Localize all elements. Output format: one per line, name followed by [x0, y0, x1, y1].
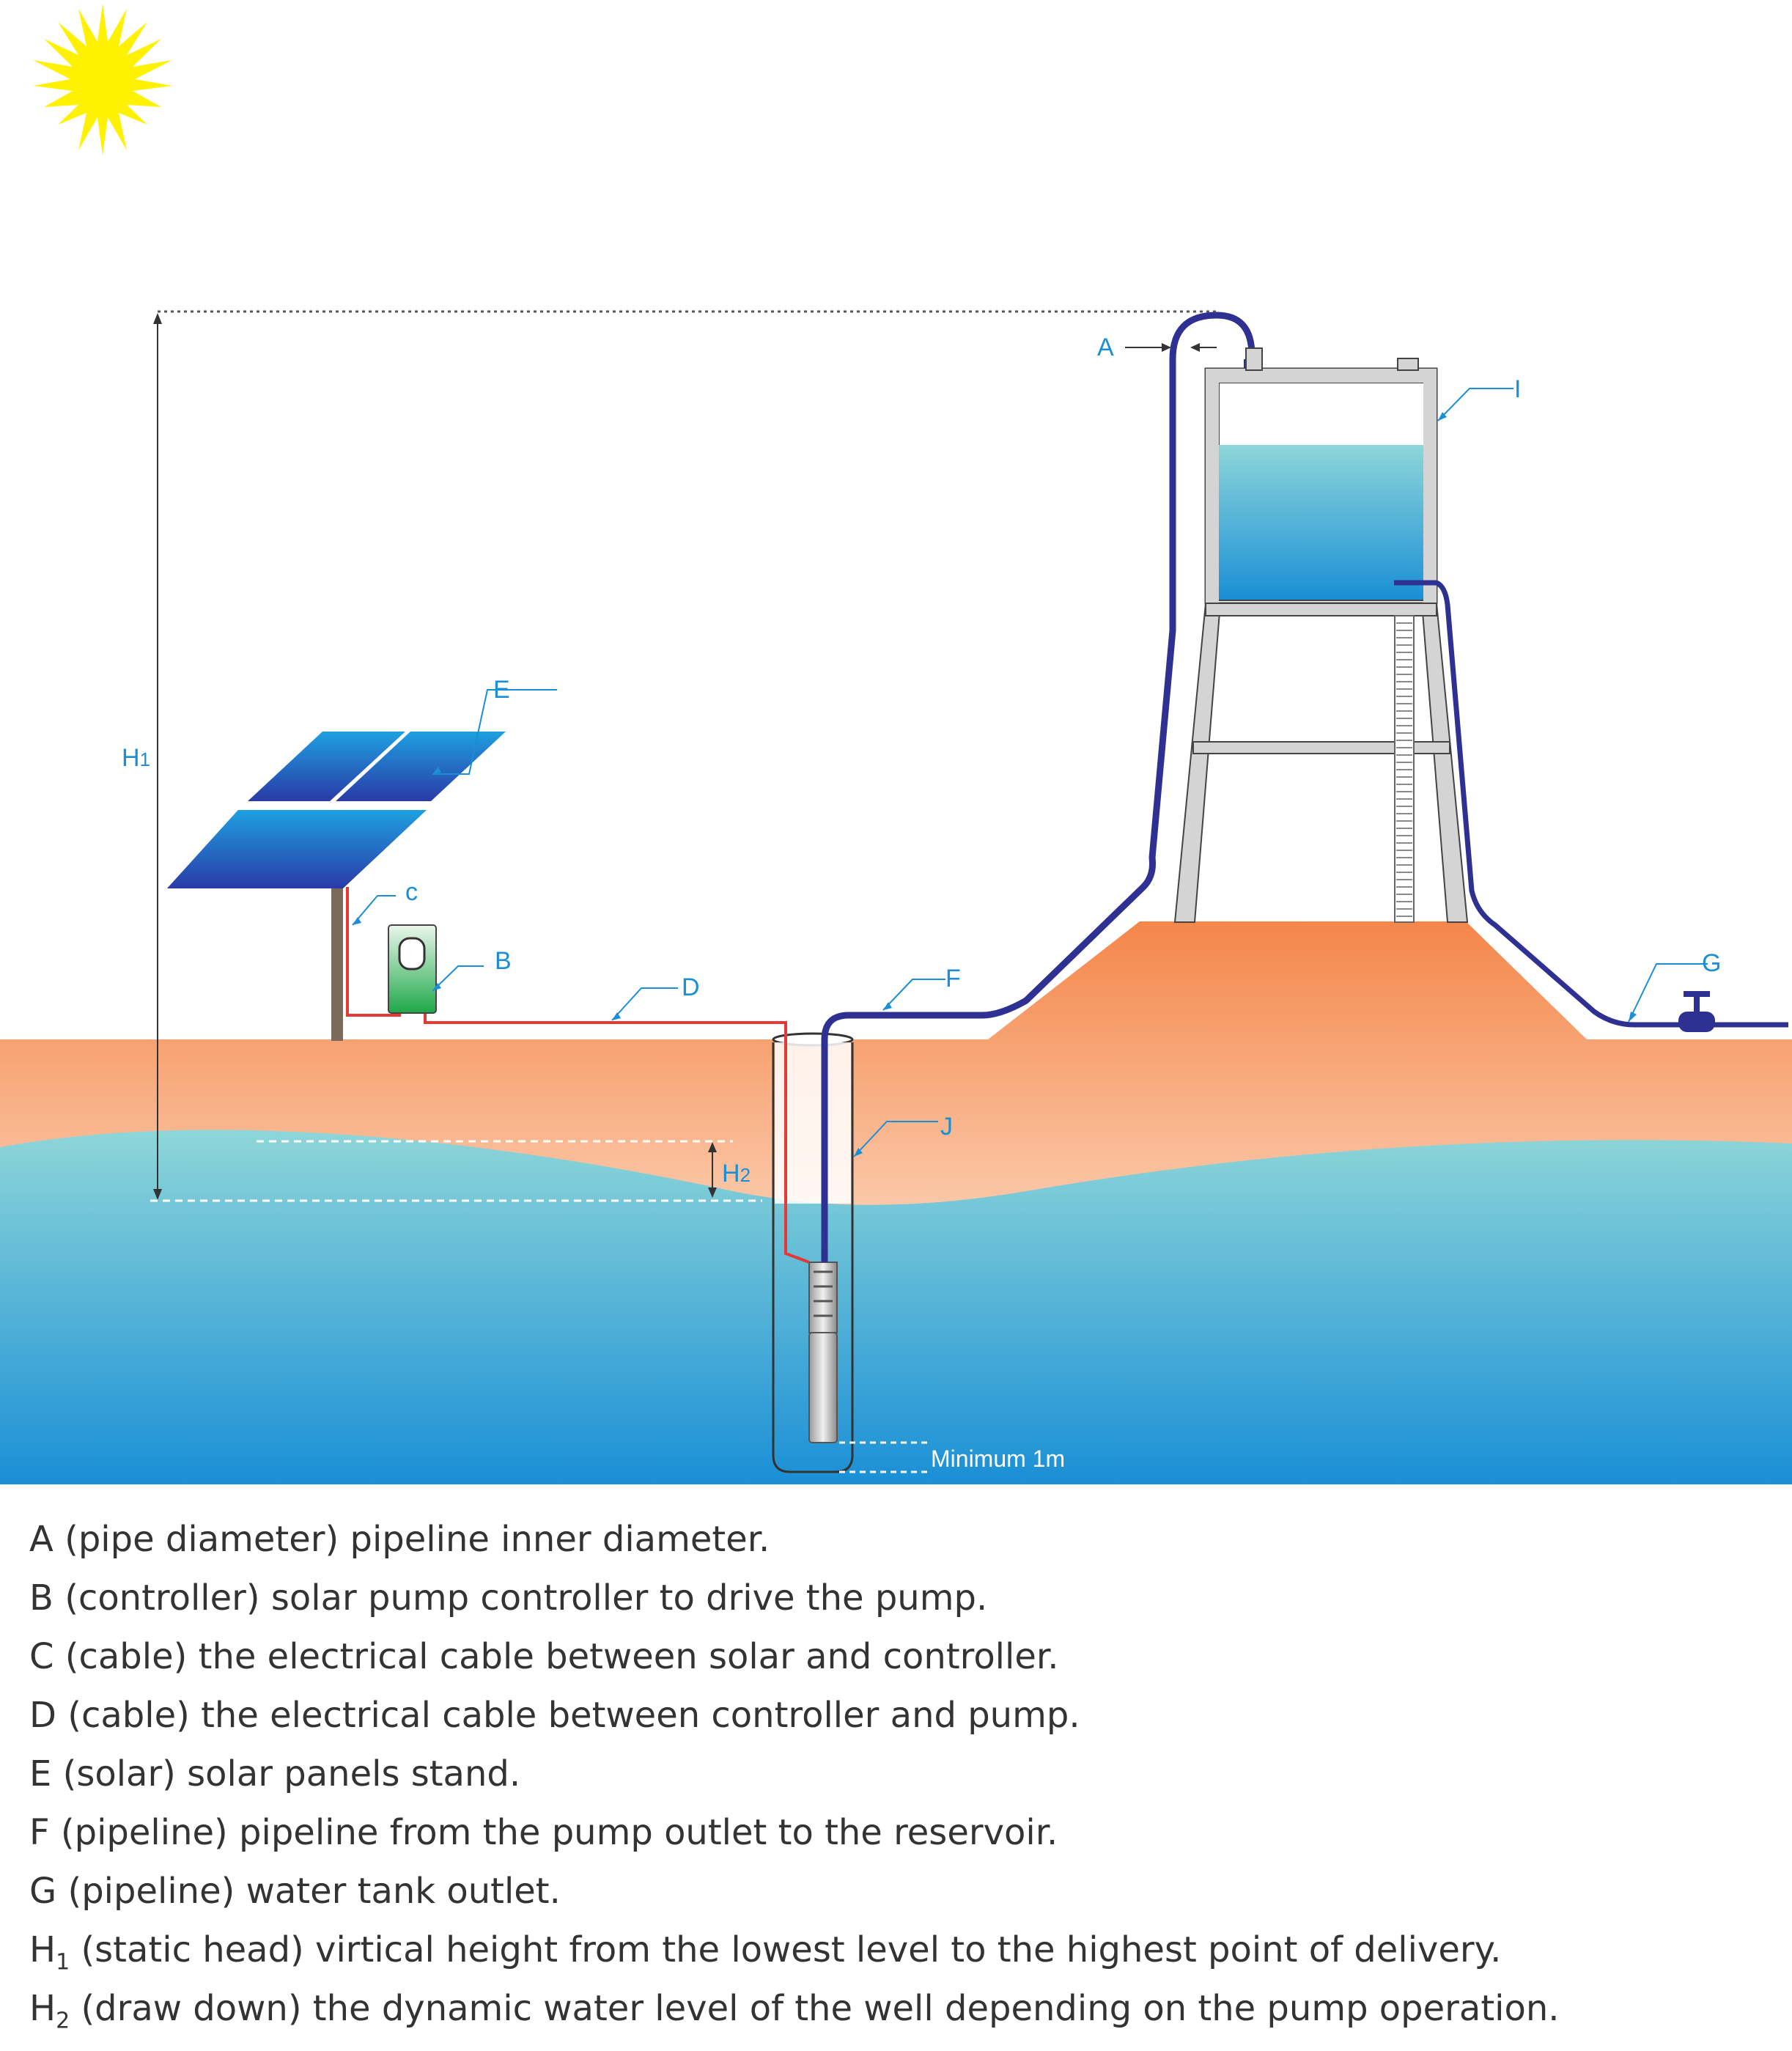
well-casing: [772, 1032, 854, 1473]
cable-controller-to-pump: [424, 1012, 810, 1264]
h1-dimension: [150, 310, 1217, 1202]
label-j: J: [940, 1113, 953, 1141]
legend-item: D (cable) the electrical cable between c…: [29, 1695, 1080, 1736]
tank-outlet-pipe: [1394, 580, 1788, 1028]
label-b: B: [495, 947, 512, 975]
legend-item: E (solar) solar panels stand.: [29, 1753, 521, 1794]
legend-item: F (pipeline) pipeline from the pump outl…: [29, 1812, 1058, 1853]
label-e: E: [493, 676, 510, 704]
minimum-depth-dimension: [839, 1441, 927, 1473]
label-d: D: [682, 973, 700, 1001]
solar-stand-pole: [331, 887, 343, 1041]
legend-item: A (pipe diameter) pipeline inner diamete…: [29, 1519, 770, 1560]
legend-item: B (controller) solar pump controller to …: [29, 1577, 988, 1619]
label-h1: H1: [122, 744, 150, 772]
legend-list: A (pipe diameter) pipeline inner diamete…: [29, 1510, 1774, 2038]
pump-outlet-pipe: [821, 312, 1255, 1262]
sun-icon: [33, 4, 172, 155]
legend-item: G (pipeline) water tank outlet.: [29, 1871, 561, 1912]
label-g: G: [1702, 949, 1721, 977]
solar-pump-diagram: A B c D E F G H1 H2 I J Minimum 1m: [0, 4, 1792, 1484]
legend-item: H2 (draw down) the dynamic water level o…: [29, 1988, 1560, 2034]
leader-arrowheads: [353, 412, 1637, 1157]
solar-panels: [167, 732, 506, 888]
water-tower: [1173, 347, 1469, 923]
pump-controller: [388, 924, 437, 1014]
label-f: F: [945, 965, 961, 993]
label-i: I: [1514, 375, 1521, 403]
label-a: A: [1097, 334, 1114, 361]
label-c: c: [405, 878, 418, 906]
legend-item: H1 (static head) virtical height from th…: [29, 1929, 1502, 1975]
label-h2: H2: [722, 1160, 751, 1187]
legend-item: C (cable) the electrical cable between s…: [29, 1636, 1059, 1677]
label-minimum-depth: Minimum 1m: [931, 1446, 1065, 1472]
label-leaders: [352, 388, 1708, 1157]
h2-dimension: [257, 1140, 733, 1198]
tower-ladder-rungs: [1396, 622, 1412, 917]
groundwater: [0, 1130, 1792, 1484]
submersible-pump: [808, 1262, 838, 1443]
gate-valve-icon: [1678, 991, 1715, 1032]
pipe-diameter-arrows: [1125, 343, 1217, 352]
